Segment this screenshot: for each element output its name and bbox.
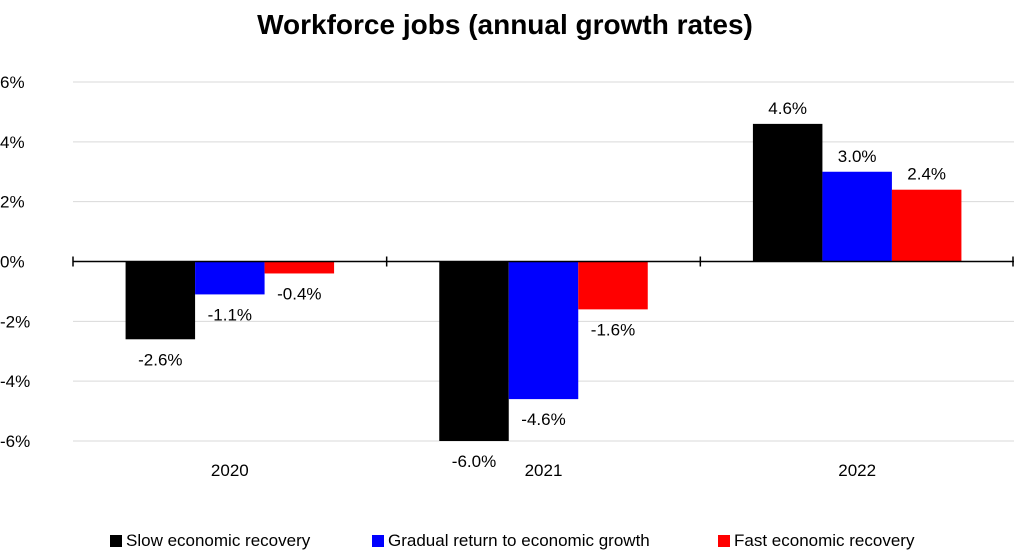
legend-label: Slow economic recovery [126,531,311,550]
bar [752,123,823,262]
legend-item: Slow economic recovery [110,531,310,551]
bar [439,261,509,441]
bars [125,123,962,441]
bar [891,189,962,262]
y-tick-label: 0% [0,253,25,272]
bar [508,261,579,400]
legend: Slow economic recovery Gradual return to … [0,531,1014,557]
legend-swatch [372,535,384,547]
bar [822,171,892,262]
bar [125,261,196,340]
legend-label: Fast economic recovery [734,531,915,550]
x-tick-label: 2020 [211,461,249,480]
data-label: -0.4% [277,284,321,303]
legend-swatch [110,535,122,547]
x-axis [72,256,1014,267]
y-tick-label: -6% [0,432,30,451]
y-tick-label: 2% [0,193,25,212]
data-label: -4.6% [521,410,565,429]
x-axis-tick-labels: 2020 2021 2022 [211,461,876,480]
y-tick-label: -2% [0,312,30,331]
legend-item: Gradual return to economic growth [372,531,650,551]
bar [195,261,265,295]
data-label: -1.1% [208,305,252,324]
y-tick-label: 4% [0,133,25,152]
bar-chart: Workforce jobs (annual growth rates) 6% 4… [0,9,1014,480]
data-label: 4.6% [768,99,807,118]
bar [264,261,335,274]
legend-item: Fast economic recovery [718,531,914,551]
data-label: -6.0% [452,452,496,471]
bar [578,261,648,310]
y-axis-tick-labels: 6% 4% 2% 0% -2% -4% -6% [0,73,30,451]
legend-swatch [718,535,730,547]
y-tick-label: -4% [0,372,30,391]
data-label: -1.6% [591,320,635,339]
x-tick-label: 2021 [525,461,563,480]
data-label: -2.6% [138,350,182,369]
x-tick-label: 2022 [838,461,876,480]
legend-label: Gradual return to economic growth [388,531,650,550]
y-tick-label: 6% [0,73,25,92]
data-label: 3.0% [838,147,877,166]
data-label: 2.4% [907,165,946,184]
data-labels: -2.6% -1.1% -0.4% -6.0% -4.6% -1.6% 4.6% 3.0% 2.… [138,99,946,471]
chart-title: Workforce jobs (annual growth rates) [257,9,753,40]
